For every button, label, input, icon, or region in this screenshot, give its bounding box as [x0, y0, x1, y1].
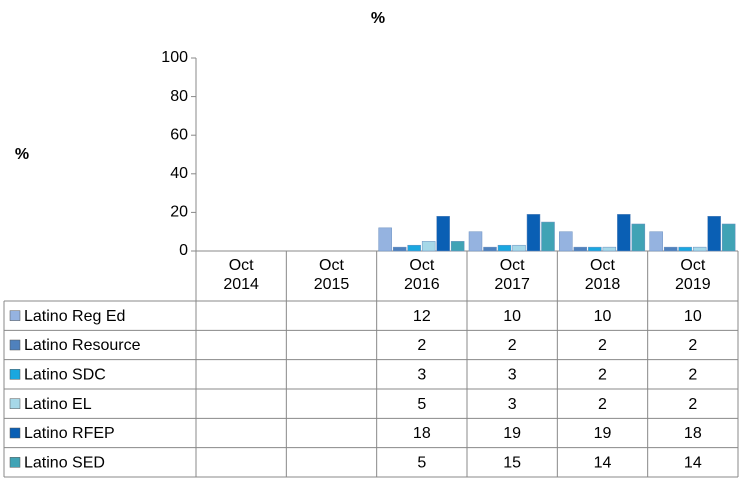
bar: [421, 241, 436, 252]
legend-label: Latino EL: [24, 396, 92, 413]
x-tick-label: Oct 2019: [675, 257, 711, 293]
legend-key: [9, 427, 21, 439]
legend-label: Latino Reg Ed: [24, 308, 125, 325]
table-value: 5: [417, 396, 426, 413]
x-tick-label: Oct 2017: [494, 257, 530, 293]
table-value: 3: [508, 396, 517, 413]
table-value: 10: [684, 308, 702, 325]
bar: [588, 246, 602, 252]
bar: [468, 231, 483, 252]
table-value: 10: [594, 308, 612, 325]
table-value: 14: [684, 455, 702, 472]
table-value: 18: [413, 425, 431, 442]
y-tick-label: 40: [170, 165, 188, 182]
bar: [678, 246, 692, 252]
bar: [721, 223, 736, 252]
bar: [541, 221, 555, 252]
table-value: 14: [594, 455, 612, 472]
y-tick-label: 20: [170, 204, 188, 221]
y-tick-label: 60: [170, 126, 188, 143]
legend-key: [9, 457, 21, 468]
table-value: 2: [688, 337, 697, 354]
bar: [663, 246, 678, 252]
y-tick-label: 0: [179, 242, 188, 259]
bar: [378, 227, 392, 252]
bar: [392, 246, 407, 252]
table-value: 19: [594, 425, 612, 442]
legend-key: [9, 310, 21, 321]
x-tick-label: Oct 2015: [313, 257, 350, 293]
bar: [692, 246, 707, 252]
bar: [573, 246, 588, 252]
y-tick-label: 80: [170, 88, 188, 105]
table-value: 2: [508, 337, 517, 354]
x-tick-label: Oct 2016: [404, 257, 440, 293]
bar: [497, 244, 512, 252]
table-value: 12: [413, 308, 431, 325]
table-value: 19: [503, 425, 521, 442]
legend-label: Latino SDC: [24, 367, 106, 384]
legend-key: [9, 369, 21, 380]
table-value: 2: [688, 396, 697, 413]
bar: [450, 241, 465, 252]
bar: [559, 231, 573, 252]
table-value: 2: [598, 337, 607, 354]
table-value: 2: [598, 367, 607, 384]
y-tick-label: 100: [161, 49, 188, 66]
legend-key: [9, 339, 21, 351]
legend-label: Latino Resource: [24, 337, 141, 354]
bar: [483, 246, 497, 252]
table-value: 15: [503, 455, 521, 472]
table-value: 2: [598, 396, 607, 413]
legend-label: Latino RFEP: [24, 425, 115, 442]
bar: [617, 214, 631, 252]
bar: [526, 214, 541, 252]
table-value: 3: [508, 367, 517, 384]
table-value: 10: [503, 308, 521, 325]
y-axis-label: %: [15, 146, 29, 163]
table-value: 3: [417, 367, 426, 384]
bar: [649, 231, 663, 252]
bar: [407, 244, 421, 252]
bar: [602, 246, 617, 252]
bar: [512, 244, 526, 252]
x-tick-label: Oct 2014: [223, 257, 259, 293]
x-tick-label: Oct 2018: [584, 257, 621, 293]
bar: [707, 216, 721, 252]
legend-key: [9, 398, 21, 409]
table-value: 2: [417, 337, 426, 354]
chart-title: %: [371, 10, 385, 27]
table-value: 5: [417, 455, 426, 472]
bar: [631, 223, 646, 252]
legend-label: Latino SED: [24, 455, 105, 472]
table-value: 2: [688, 367, 697, 384]
bar: [436, 216, 450, 252]
table-value: 18: [684, 425, 702, 442]
